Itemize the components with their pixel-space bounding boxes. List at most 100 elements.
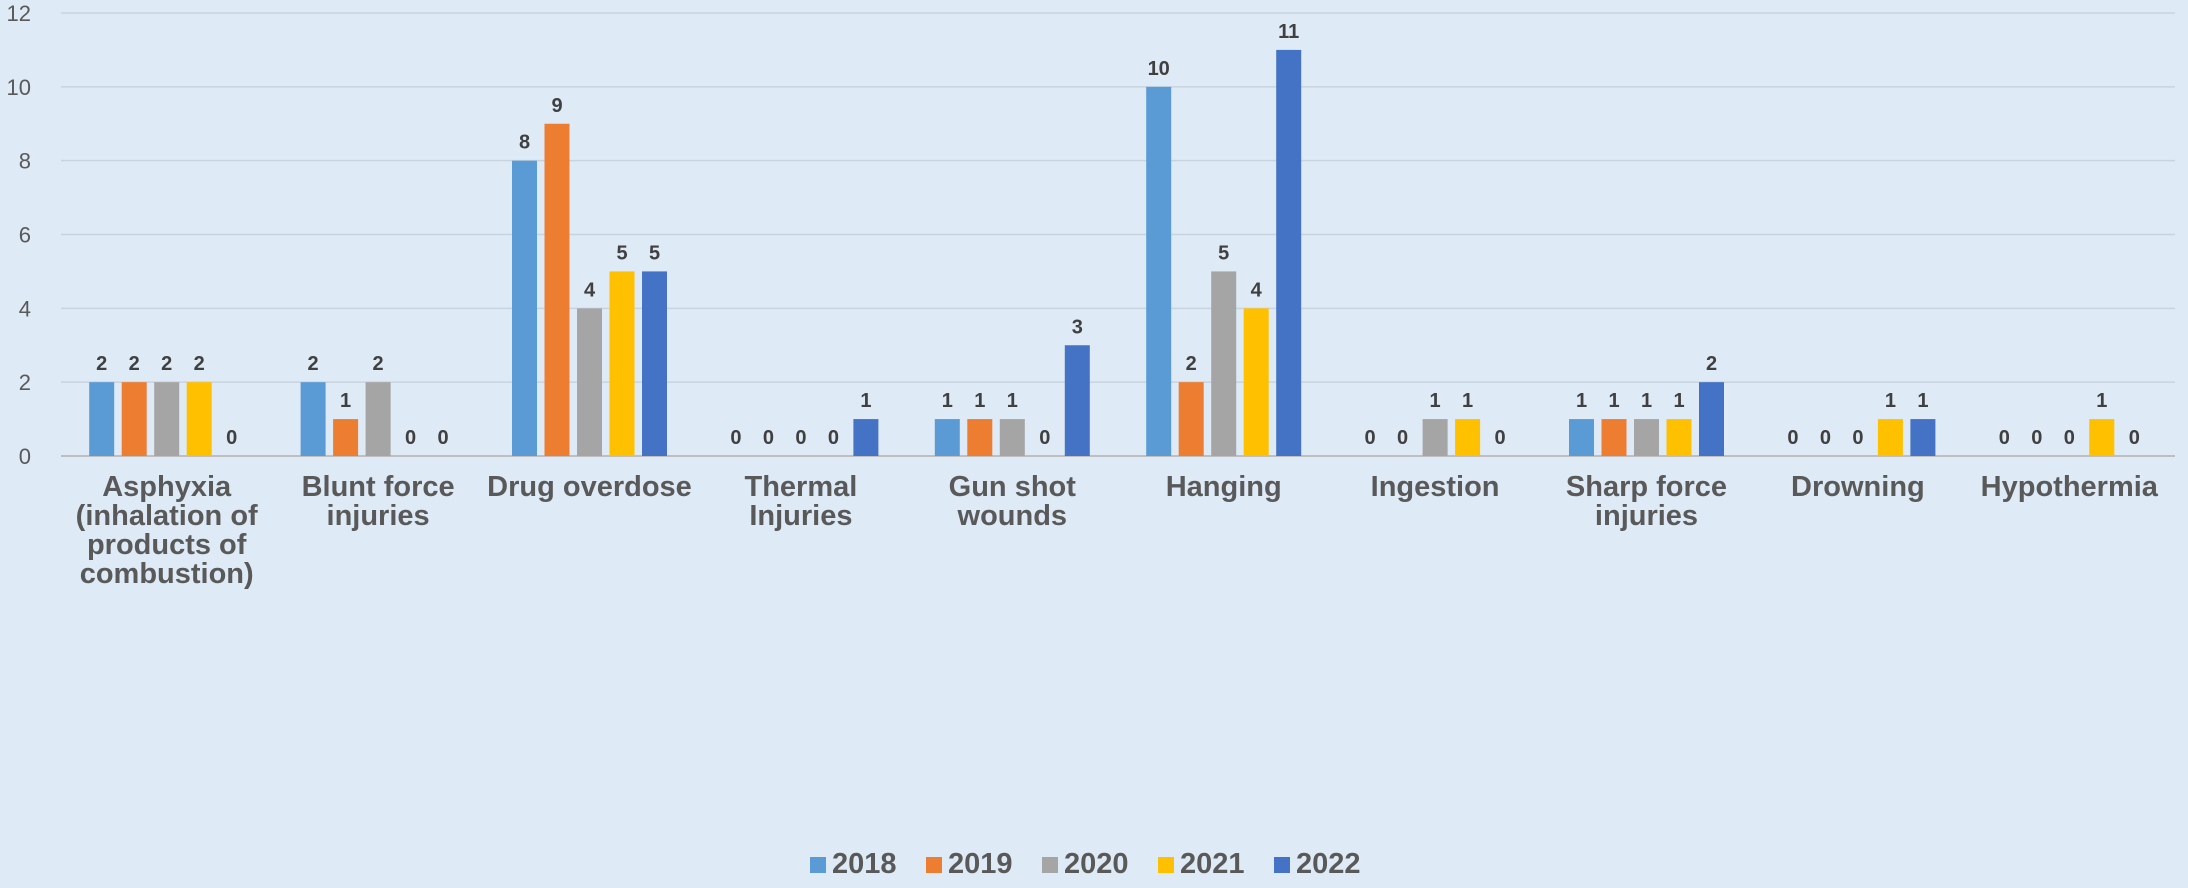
legend-swatch-2022: [1274, 857, 1290, 873]
bar-2021: [609, 271, 635, 456]
data-label-2020: 1: [1641, 390, 1652, 412]
data-label-2022: 1: [860, 390, 871, 412]
data-label-2022: 0: [438, 427, 449, 449]
bar-2018: [89, 382, 115, 456]
bar-2018: [1569, 419, 1594, 456]
category-label: injuries: [327, 500, 430, 532]
legend-swatch-2020: [1042, 857, 1058, 873]
data-label-2022: 3: [1072, 316, 1083, 338]
data-label-2019: 1: [340, 390, 351, 412]
category-label: Asphyxia: [102, 471, 232, 503]
legend-swatch-2018: [810, 857, 826, 873]
legend-label-2022: 2022: [1296, 848, 1361, 880]
data-label-2019: 1: [1608, 390, 1619, 412]
y-tick-label: 2: [19, 370, 31, 395]
bar-2019: [121, 382, 147, 456]
data-label-2020: 2: [161, 353, 172, 375]
data-label-2019: 0: [763, 427, 774, 449]
data-label-2018: 10: [1148, 58, 1170, 80]
bar-2021: [1455, 419, 1481, 456]
data-label-2022: 5: [649, 242, 660, 264]
data-label-2021: 0: [828, 427, 839, 449]
bar-2022: [1910, 419, 1936, 456]
data-label-2021: 1: [1462, 390, 1473, 412]
data-label-2019: 9: [551, 95, 562, 117]
bar-2019: [967, 419, 993, 456]
bar-2020: [1211, 271, 1237, 456]
bar-2018: [512, 160, 537, 456]
data-label-2021: 4: [1251, 279, 1263, 301]
category-label: Sharp force: [1566, 471, 1727, 503]
legend-label-2021: 2021: [1180, 848, 1245, 880]
data-label-2021: 1: [1673, 390, 1684, 412]
data-label-2022: 0: [226, 427, 237, 449]
data-label-2018: 8: [519, 132, 530, 154]
bar-2020: [999, 419, 1025, 456]
data-label-2019: 2: [129, 353, 140, 375]
bar-2018: [300, 382, 326, 456]
category-label: products of: [87, 529, 247, 561]
bar-2021: [1877, 419, 1903, 456]
legend-label-2019: 2019: [948, 848, 1013, 880]
bar-2019: [1178, 382, 1204, 456]
category-label: (inhalation of: [76, 500, 258, 532]
data-label-2019: 0: [1397, 427, 1408, 449]
category-label: Drowning: [1791, 471, 1925, 503]
bar-2021: [1243, 308, 1269, 456]
data-label-2021: 2: [194, 353, 205, 375]
legend-label-2018: 2018: [832, 848, 897, 880]
data-label-2022: 0: [1495, 427, 1506, 449]
data-label-2018: 2: [308, 353, 319, 375]
data-label-2019: 2: [1186, 353, 1197, 375]
y-tick-label: 4: [19, 296, 31, 321]
bar-2018: [1146, 86, 1172, 456]
data-label-2018: 0: [1787, 427, 1798, 449]
data-label-2018: 0: [730, 427, 741, 449]
bar-2020: [154, 382, 180, 456]
category-label: Ingestion: [1371, 471, 1500, 503]
bar-2019: [544, 123, 570, 456]
data-label-2020: 0: [795, 427, 806, 449]
data-label-2020: 0: [2064, 427, 2075, 449]
data-label-2022: 0: [2129, 427, 2140, 449]
category-label: Thermal: [744, 471, 857, 503]
y-axis-ticks: 0 2 4 6 8 10 12: [7, 1, 31, 469]
legend-swatch-2021: [1158, 857, 1174, 873]
gridlines: [61, 12, 2175, 457]
legend-swatch-2019: [926, 857, 942, 873]
data-label-2018: 0: [1365, 427, 1376, 449]
y-tick-label: 0: [19, 444, 31, 469]
legend-label-2020: 2020: [1064, 848, 1129, 880]
category-label: wounds: [957, 500, 1068, 532]
category-label: Drug overdose: [487, 471, 692, 503]
category-label: Blunt force: [302, 471, 455, 503]
bar-2019: [333, 419, 359, 456]
data-label-2022: 1: [1917, 390, 1928, 412]
data-label-2020: 0: [1852, 427, 1863, 449]
bar-2020: [365, 382, 391, 456]
bar-2022: [642, 271, 667, 456]
data-label-2018: 0: [1999, 427, 2010, 449]
bar-2020: [1422, 419, 1448, 456]
category-label: Hypothermia: [1981, 471, 2159, 503]
data-label-2020: 1: [1007, 390, 1018, 412]
bar-2020: [577, 308, 602, 456]
data-label-2018: 1: [1576, 390, 1587, 412]
y-tick-label: 6: [19, 223, 31, 248]
bar-2021: [1666, 419, 1692, 456]
data-label-2019: 0: [2031, 427, 2042, 449]
data-label-2021: 5: [616, 242, 627, 264]
bar-2020: [1634, 419, 1659, 456]
data-label-2018: 2: [96, 353, 107, 375]
data-label-2021: 0: [405, 427, 416, 449]
data-label-2018: 1: [942, 390, 953, 412]
data-label-2020: 2: [373, 353, 384, 375]
bar-2021: [186, 382, 212, 456]
data-label-2019: 1: [974, 390, 985, 412]
bar-2018: [934, 419, 960, 456]
category-label: injuries: [1595, 500, 1698, 532]
